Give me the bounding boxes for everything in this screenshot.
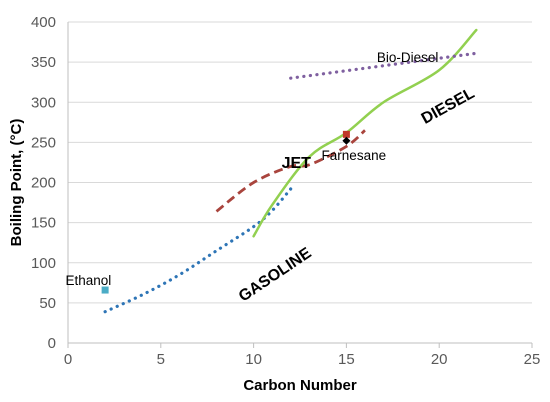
- x-tick-label-1: 5: [157, 351, 165, 368]
- x-tick-label-3: 15: [338, 351, 355, 368]
- series-line-2: [252, 28, 478, 238]
- y-tick-label-7: 350: [31, 54, 56, 71]
- series-line-1: [215, 129, 366, 213]
- series-line-0: [103, 187, 293, 314]
- y-tick-label-4: 200: [31, 175, 56, 192]
- annotation-jet: JET: [282, 155, 312, 172]
- annotation-diesel: DIESEL: [419, 85, 478, 128]
- marker-square-1: [342, 130, 350, 138]
- y-tick-label-6: 300: [31, 94, 56, 111]
- gridlines: [68, 21, 532, 304]
- annotations-group: Bio-Diesel JET GASOLINE DIESEL Farnesane Etha…: [66, 50, 478, 305]
- marker-square-0: [101, 286, 109, 294]
- y-tick-label-2: 100: [31, 255, 56, 272]
- x-tick-label-5: 25: [524, 351, 541, 368]
- annotation-bio-diesel: Bio-Diesel: [377, 50, 439, 65]
- y-tick-label-5: 250: [31, 134, 56, 151]
- annotation-ethanol: Ethanol: [66, 273, 112, 288]
- y-tick-label-8: 400: [31, 14, 56, 31]
- x-axis-title: Carbon Number: [243, 377, 357, 394]
- annotation-farnesane: Farnesane: [322, 148, 387, 163]
- axes: [67, 22, 533, 348]
- y-axis-title: Boiling Point, (°C): [8, 119, 25, 247]
- y-tick-label-0: 0: [48, 335, 56, 352]
- y-tick-label-1: 50: [39, 295, 56, 312]
- markers-group: [101, 130, 351, 294]
- x-tick-label-2: 10: [245, 351, 262, 368]
- x-tick-label-0: 0: [64, 351, 72, 368]
- annotation-gasoline: GASOLINE: [236, 244, 315, 305]
- y-tick-label-3: 150: [31, 215, 56, 232]
- series-line-3: [289, 51, 478, 80]
- x-tick-label-4: 20: [431, 351, 448, 368]
- marker-diamond-2: [342, 136, 351, 145]
